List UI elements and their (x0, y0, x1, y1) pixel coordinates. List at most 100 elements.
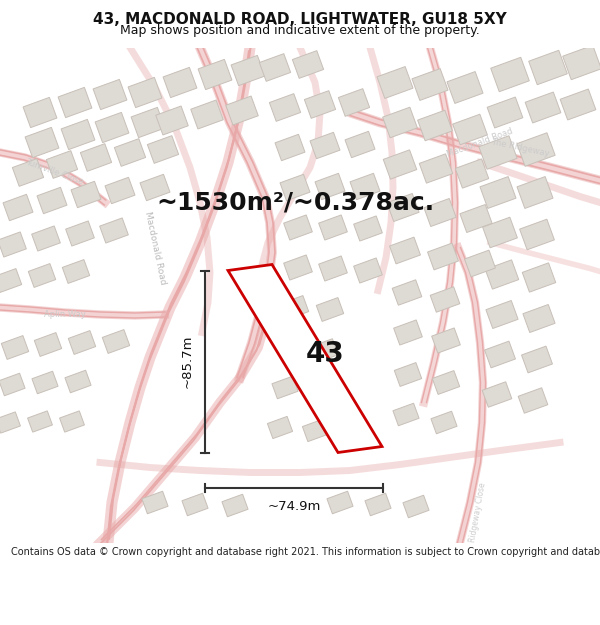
Text: The Ridgeway: The Ridgeway (490, 137, 550, 158)
Polygon shape (327, 491, 353, 514)
Polygon shape (383, 150, 417, 179)
Polygon shape (430, 287, 460, 312)
Text: Map shows position and indicative extent of the property.: Map shows position and indicative extent… (120, 24, 480, 37)
Polygon shape (222, 494, 248, 517)
Polygon shape (419, 154, 453, 183)
Polygon shape (131, 107, 165, 138)
Polygon shape (521, 346, 553, 373)
Polygon shape (65, 370, 91, 392)
Polygon shape (3, 194, 33, 221)
Text: Aplin Way: Aplin Way (44, 310, 86, 319)
Polygon shape (520, 219, 554, 250)
Polygon shape (198, 59, 232, 89)
Polygon shape (345, 131, 375, 158)
Polygon shape (486, 301, 518, 329)
Polygon shape (517, 177, 553, 208)
Polygon shape (353, 258, 382, 283)
Polygon shape (1, 336, 29, 359)
Polygon shape (523, 304, 555, 332)
Polygon shape (102, 329, 130, 353)
Polygon shape (517, 132, 555, 166)
Polygon shape (32, 226, 61, 251)
Polygon shape (302, 419, 328, 442)
Polygon shape (280, 174, 310, 201)
Polygon shape (25, 127, 59, 158)
Polygon shape (228, 264, 382, 452)
Text: Macdonald Road: Macdonald Road (446, 126, 514, 159)
Text: ~85.7m: ~85.7m (181, 335, 193, 388)
Polygon shape (142, 491, 168, 514)
Polygon shape (100, 218, 128, 243)
Polygon shape (392, 280, 422, 305)
Text: 43, MACDONALD ROAD, LIGHTWATER, GU18 5XY: 43, MACDONALD ROAD, LIGHTWATER, GU18 5XY (93, 12, 507, 27)
Polygon shape (37, 188, 67, 214)
Polygon shape (226, 96, 258, 125)
Polygon shape (389, 237, 421, 264)
Polygon shape (32, 371, 58, 394)
Polygon shape (13, 159, 44, 186)
Polygon shape (310, 132, 340, 159)
Polygon shape (480, 177, 516, 208)
Polygon shape (315, 173, 345, 200)
Polygon shape (455, 159, 489, 188)
Polygon shape (0, 412, 20, 433)
Polygon shape (93, 79, 127, 109)
Polygon shape (62, 259, 90, 283)
Polygon shape (387, 194, 419, 221)
Polygon shape (403, 495, 429, 518)
Polygon shape (68, 331, 96, 354)
Polygon shape (34, 332, 62, 356)
Polygon shape (231, 56, 265, 86)
Polygon shape (284, 255, 313, 280)
Polygon shape (491, 58, 529, 92)
Polygon shape (163, 68, 197, 98)
Polygon shape (447, 72, 483, 103)
Polygon shape (424, 199, 456, 226)
Polygon shape (182, 493, 208, 516)
Polygon shape (115, 139, 146, 166)
Polygon shape (156, 106, 188, 135)
Polygon shape (365, 493, 391, 516)
Polygon shape (148, 136, 179, 163)
Polygon shape (272, 376, 298, 399)
Polygon shape (487, 97, 523, 128)
Polygon shape (394, 320, 422, 345)
Polygon shape (23, 98, 57, 128)
Polygon shape (281, 296, 309, 319)
Polygon shape (418, 110, 452, 141)
Polygon shape (59, 411, 85, 432)
Text: 43: 43 (305, 339, 344, 367)
Text: ~74.9m: ~74.9m (268, 499, 320, 512)
Polygon shape (319, 215, 347, 240)
Polygon shape (394, 362, 422, 386)
Polygon shape (485, 260, 519, 289)
Polygon shape (432, 371, 460, 394)
Text: ~1530m²/~0.378ac.: ~1530m²/~0.378ac. (156, 191, 434, 214)
Polygon shape (350, 173, 380, 200)
Polygon shape (268, 416, 293, 439)
Polygon shape (560, 89, 596, 120)
Polygon shape (563, 45, 600, 80)
Polygon shape (529, 50, 568, 85)
Text: Turnville Close: Turnville Close (25, 158, 85, 187)
Text: Ridgeway Close: Ridgeway Close (469, 482, 488, 543)
Polygon shape (65, 221, 94, 246)
Polygon shape (338, 89, 370, 116)
Polygon shape (28, 411, 52, 432)
Polygon shape (316, 298, 344, 321)
Polygon shape (277, 336, 303, 359)
Polygon shape (58, 88, 92, 118)
Polygon shape (140, 174, 170, 201)
Polygon shape (452, 114, 487, 145)
Polygon shape (312, 339, 338, 362)
Polygon shape (353, 216, 382, 241)
Polygon shape (479, 136, 517, 169)
Polygon shape (28, 264, 56, 288)
Polygon shape (191, 100, 223, 129)
Polygon shape (275, 134, 305, 161)
Polygon shape (482, 217, 517, 248)
Polygon shape (412, 69, 448, 101)
Polygon shape (518, 388, 548, 413)
Polygon shape (0, 269, 22, 292)
Polygon shape (482, 382, 512, 408)
